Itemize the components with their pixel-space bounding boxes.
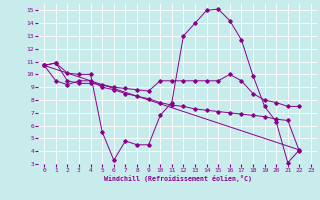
X-axis label: Windchill (Refroidissement éolien,°C): Windchill (Refroidissement éolien,°C)	[104, 175, 252, 182]
